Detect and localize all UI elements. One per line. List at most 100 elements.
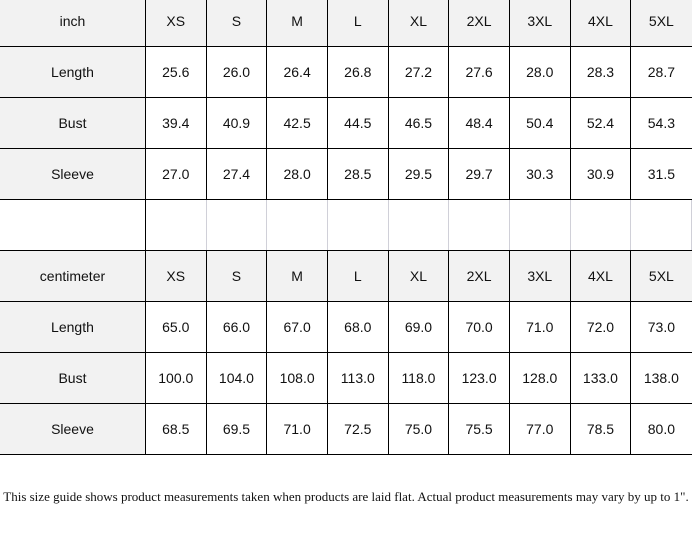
- measurement-value: 128.0: [508, 352, 571, 404]
- size-header-l: L: [326, 0, 389, 47]
- measurement-value: 27.4: [205, 148, 268, 200]
- size-header-2xl: 2XL: [448, 250, 510, 302]
- size-header-s: S: [205, 0, 268, 47]
- measurement-value: 28.0: [266, 148, 328, 200]
- measurement-value: 39.4: [144, 97, 207, 149]
- measurement-value: 28.0: [508, 46, 571, 98]
- measurement-label: Bust: [0, 352, 146, 404]
- measurement-value: 123.0: [448, 352, 510, 404]
- measurement-value: 108.0: [266, 352, 328, 404]
- measurement-value: 26.8: [326, 46, 389, 98]
- measurement-note: This size guide shows product measuremen…: [3, 489, 689, 504]
- spacer-cell: [569, 199, 632, 251]
- measurement-value: 69.5: [205, 403, 268, 455]
- measurement-value: 78.5: [569, 403, 632, 455]
- size-header-4xl: 4XL: [569, 250, 632, 302]
- measurement-value: 138.0: [630, 352, 692, 404]
- measurement-value: 29.5: [387, 148, 450, 200]
- spacer-cell: [266, 199, 328, 251]
- size-header-l: L: [326, 250, 389, 302]
- measurement-value: 54.3: [630, 97, 692, 149]
- cm-unit-label: centimeter: [0, 250, 146, 302]
- size-header-s: S: [205, 250, 268, 302]
- measurement-value: 30.3: [508, 148, 571, 200]
- size-header-5xl: 5XL: [630, 250, 692, 302]
- measurement-value: 27.6: [448, 46, 510, 98]
- measurement-value: 46.5: [387, 97, 450, 149]
- inch-header-row: inch XS S M L XL 2XL 3XL 4XL 5XL: [0, 0, 692, 47]
- measurement-label: Bust: [0, 97, 146, 149]
- measurement-value: 52.4: [569, 97, 632, 149]
- measurement-value: 113.0: [326, 352, 389, 404]
- measurement-value: 75.0: [387, 403, 450, 455]
- measurement-value: 75.5: [448, 403, 510, 455]
- size-header-xl: XL: [387, 250, 450, 302]
- measurement-value: 66.0: [205, 301, 268, 353]
- measurement-value: 70.0: [448, 301, 510, 353]
- measurement-value: 71.0: [266, 403, 328, 455]
- cm-header-row: centimeter XS S M L XL 2XL 3XL 4XL 5XL: [0, 250, 692, 302]
- measurement-value: 68.5: [144, 403, 207, 455]
- spacer-cell: [387, 199, 450, 251]
- inch-row-bust: Bust 39.4 40.9 42.5 44.5 46.5 48.4 50.4 52.4 54.3: [0, 97, 692, 149]
- measurement-label: Length: [0, 46, 146, 98]
- measurement-value: 26.4: [266, 46, 328, 98]
- spacer-cell: [448, 199, 510, 251]
- measurement-value: 72.0: [569, 301, 632, 353]
- spacer-cell: [205, 199, 268, 251]
- measurement-value: 48.4: [448, 97, 510, 149]
- cm-row-bust: Bust 100.0 104.0 108.0 113.0 118.0 123.0 128.0 1…: [0, 352, 692, 404]
- measurement-value: 27.0: [144, 148, 207, 200]
- size-header-m: M: [266, 0, 328, 47]
- inch-row-sleeve: Sleeve 27.0 27.4 28.0 28.5 29.5 29.7 30.3 30.9 31…: [0, 148, 692, 200]
- measurement-value: 73.0: [630, 301, 692, 353]
- inch-row-length: Length 25.6 26.0 26.4 26.8 27.2 27.6 28.0 28.3 28…: [0, 46, 692, 98]
- measurement-label: Sleeve: [0, 403, 146, 455]
- measurement-value: 69.0: [387, 301, 450, 353]
- measurement-value: 71.0: [508, 301, 571, 353]
- size-header-5xl: 5XL: [630, 0, 692, 47]
- measurement-value: 118.0: [387, 352, 450, 404]
- cm-row-sleeve: Sleeve 68.5 69.5 71.0 72.5 75.0 75.5 77.0 78.5 80…: [0, 403, 692, 455]
- measurement-value: 28.7: [630, 46, 692, 98]
- inch-unit-label: inch: [0, 0, 146, 47]
- measurement-value: 28.3: [569, 46, 632, 98]
- measurement-value: 29.7: [448, 148, 510, 200]
- measurement-label: Length: [0, 301, 146, 353]
- size-header-2xl: 2XL: [448, 0, 510, 47]
- spacer-cell: [0, 199, 146, 251]
- measurement-value: 80.0: [630, 403, 692, 455]
- measurement-value: 100.0: [144, 352, 207, 404]
- spacer-cell: [630, 199, 692, 251]
- measurement-value: 67.0: [266, 301, 328, 353]
- size-header-xs: XS: [144, 250, 207, 302]
- measurement-label: Sleeve: [0, 148, 146, 200]
- size-header-4xl: 4XL: [569, 0, 632, 47]
- size-header-xs: XS: [144, 0, 207, 47]
- measurement-value: 26.0: [205, 46, 268, 98]
- measurement-value: 27.2: [387, 46, 450, 98]
- spacer-cell: [326, 199, 389, 251]
- size-header-xl: XL: [387, 0, 450, 47]
- measurement-value: 42.5: [266, 97, 328, 149]
- measurement-value: 68.0: [326, 301, 389, 353]
- measurement-value: 44.5: [326, 97, 389, 149]
- measurement-value: 50.4: [508, 97, 571, 149]
- spacer-row: [0, 199, 692, 251]
- measurement-value: 31.5: [630, 148, 692, 200]
- size-header-m: M: [266, 250, 328, 302]
- measurement-value: 65.0: [144, 301, 207, 353]
- measurement-value: 72.5: [326, 403, 389, 455]
- cm-row-length: Length 65.0 66.0 67.0 68.0 69.0 70.0 71.0 72.0 73…: [0, 301, 692, 353]
- measurement-value: 133.0: [569, 352, 632, 404]
- spacer-cell: [508, 199, 571, 251]
- measurement-value: 104.0: [205, 352, 268, 404]
- measurement-value: 30.9: [569, 148, 632, 200]
- measurement-value: 40.9: [205, 97, 268, 149]
- size-header-3xl: 3XL: [508, 250, 571, 302]
- size-chart-table: inch XS S M L XL 2XL 3XL 4XL 5XL Length 25.6 26.0 26.…: [0, 0, 692, 455]
- measurement-value: 25.6: [144, 46, 207, 98]
- size-header-3xl: 3XL: [508, 0, 571, 47]
- spacer-cell: [144, 199, 207, 251]
- measurement-value: 77.0: [508, 403, 571, 455]
